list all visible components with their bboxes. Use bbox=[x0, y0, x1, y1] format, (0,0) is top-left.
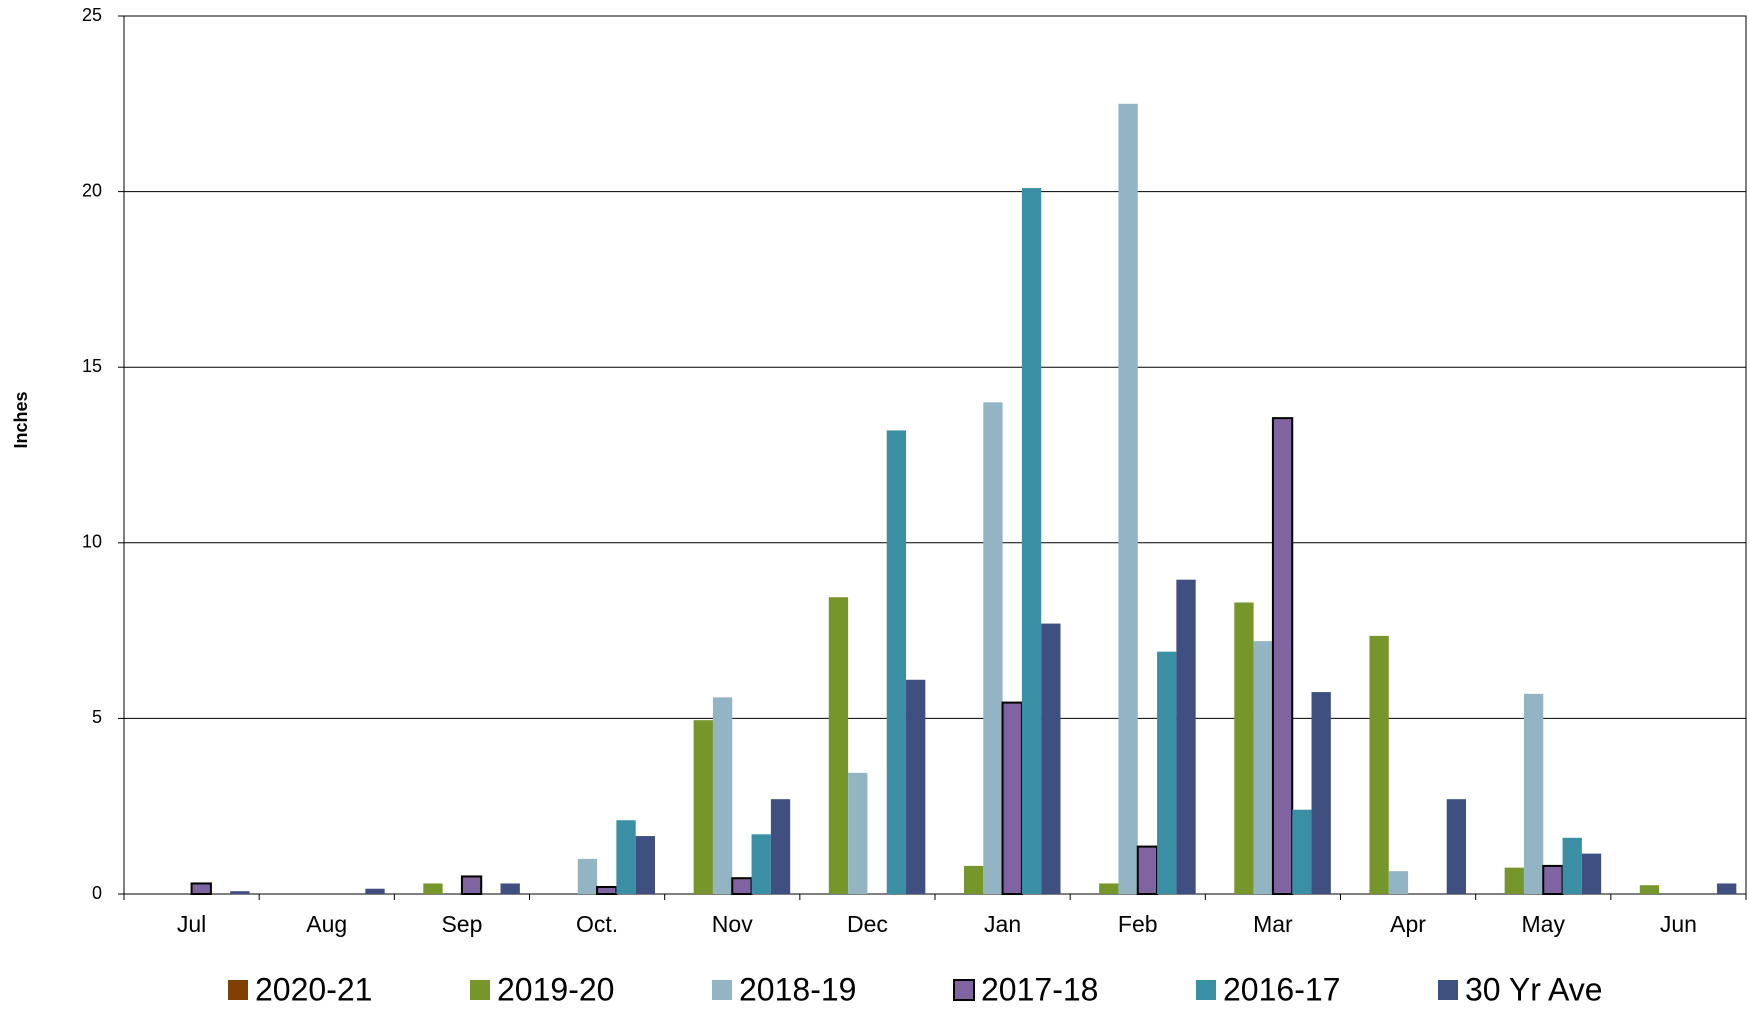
bar bbox=[1311, 692, 1331, 894]
bar bbox=[983, 402, 1003, 894]
bar bbox=[1562, 837, 1582, 894]
bar bbox=[1388, 871, 1409, 894]
bar bbox=[1234, 602, 1254, 894]
y-tick-label: 0 bbox=[92, 883, 102, 903]
x-tick-label: Nov bbox=[712, 911, 753, 937]
bar bbox=[1157, 651, 1177, 894]
bar bbox=[751, 834, 771, 894]
bar bbox=[1041, 623, 1061, 894]
legend-swatch bbox=[470, 980, 490, 1000]
legend-swatch bbox=[1196, 980, 1216, 1000]
bar bbox=[500, 883, 520, 894]
y-tick-label: 25 bbox=[82, 5, 102, 25]
bar bbox=[423, 883, 443, 894]
legend-swatch bbox=[228, 980, 248, 1000]
x-tick-label: Jan bbox=[984, 911, 1021, 937]
bar bbox=[712, 697, 733, 894]
legend-label: 2017-18 bbox=[981, 971, 1098, 1007]
y-tick-label: 10 bbox=[82, 532, 102, 552]
x-tick-label: Sep bbox=[441, 911, 482, 937]
y-tick-label: 15 bbox=[82, 356, 102, 376]
bar bbox=[1581, 853, 1602, 894]
bar bbox=[1136, 845, 1159, 896]
bar bbox=[1021, 188, 1042, 894]
x-tick-label: Apr bbox=[1390, 911, 1426, 937]
bar bbox=[1176, 579, 1196, 894]
bar bbox=[1504, 867, 1524, 894]
bar bbox=[1001, 701, 1023, 896]
legend-swatch bbox=[1438, 980, 1458, 1000]
bar bbox=[190, 882, 212, 895]
bar bbox=[596, 885, 618, 896]
bar bbox=[635, 836, 656, 894]
bar bbox=[828, 597, 849, 894]
bar bbox=[1099, 883, 1119, 894]
plot-frame bbox=[123, 15, 1747, 895]
bar bbox=[616, 820, 636, 894]
x-tick-label: Aug bbox=[306, 911, 347, 937]
bar bbox=[460, 875, 483, 896]
bar bbox=[1446, 799, 1467, 894]
legend-label: 2019-20 bbox=[497, 971, 614, 1007]
x-tick-label: Jun bbox=[1660, 911, 1697, 937]
bar bbox=[365, 888, 385, 894]
legend-swatch bbox=[953, 979, 975, 1001]
bar bbox=[1523, 693, 1544, 894]
legend-label: 2020-21 bbox=[255, 971, 372, 1007]
bar bbox=[731, 877, 753, 895]
bar bbox=[693, 720, 713, 894]
legend-label: 2016-17 bbox=[1223, 971, 1340, 1007]
x-tick-label: Oct. bbox=[576, 911, 618, 937]
bar bbox=[1639, 885, 1660, 894]
legend-label: 2018-19 bbox=[739, 971, 856, 1007]
y-axis-label: Inches bbox=[11, 391, 31, 448]
x-tick-label: Feb bbox=[1118, 911, 1158, 937]
x-tick-label: Mar bbox=[1253, 911, 1293, 937]
y-tick-label: 20 bbox=[82, 180, 102, 200]
bar bbox=[230, 891, 250, 894]
bar bbox=[1271, 417, 1294, 895]
bar bbox=[577, 858, 598, 894]
bar bbox=[1369, 635, 1389, 894]
legend-swatch bbox=[712, 980, 732, 1000]
bar bbox=[906, 679, 926, 894]
x-tick-label: May bbox=[1522, 911, 1566, 937]
bar bbox=[1253, 641, 1273, 894]
bar bbox=[770, 799, 791, 894]
bar bbox=[848, 772, 868, 894]
bar bbox=[1118, 103, 1138, 895]
x-tick-label: Dec bbox=[847, 911, 888, 937]
legend-label: 30 Yr Ave bbox=[1465, 971, 1603, 1007]
bar bbox=[1292, 809, 1312, 894]
x-tick-label: Jul bbox=[177, 911, 206, 937]
bar bbox=[1717, 883, 1737, 894]
y-tick-label: 5 bbox=[92, 707, 102, 727]
bar bbox=[963, 865, 984, 894]
bar bbox=[1542, 864, 1564, 895]
bar bbox=[886, 430, 907, 894]
